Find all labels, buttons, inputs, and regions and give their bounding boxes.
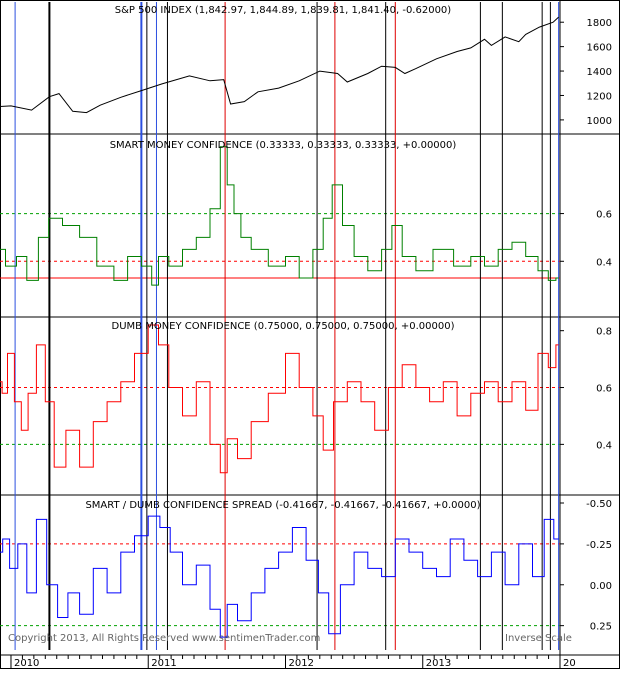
y-tick-label-0-3: 1600 (587, 43, 612, 54)
y-tick-label-2-2: 0.8 (596, 327, 612, 338)
vertical-signal-markers (14, 2, 560, 650)
y-tick-label-3-1: -0.25 (586, 540, 612, 551)
reference-lines (0, 213, 560, 627)
y-tick-label-0-2: 1400 (587, 67, 612, 78)
series-lines (0, 16, 559, 638)
x-year-label-2: 2012 (288, 658, 313, 669)
x-year-label-3: 2013 (426, 658, 451, 669)
series-line-spread (0, 515, 559, 638)
x-year-label-1: 2011 (151, 658, 176, 669)
panel-title-spread: SMART / DUMB CONFIDENCE SPREAD (-0.41667… (85, 500, 480, 511)
inverse-scale-note: Inverse Scale (505, 633, 572, 644)
y-tick-label-1-0: 0.4 (596, 257, 612, 268)
panel-title-dumb: DUMB MONEY CONFIDENCE (0.75000, 0.75000,… (112, 321, 455, 332)
x-axis: 2010 2011 2012 2013 20 (0, 654, 620, 669)
y-tick-label-0-1: 1200 (587, 91, 612, 102)
panel-title-spx: S&P 500 INDEX (1,842.97, 1,844.89, 1,839… (115, 5, 452, 16)
series-line-dumb (0, 324, 559, 474)
series-line-smart (0, 146, 559, 286)
copyright-text: Copyright 2013, All Rights Reserved www.… (8, 633, 320, 644)
panel-title-smart: SMART MONEY CONFIDENCE (0.33333, 0.33333… (110, 140, 457, 151)
x-year-label-4: 20 (563, 658, 576, 669)
y-tick-label-2-0: 0.4 (596, 440, 612, 451)
y-tick-label-1-1: 0.6 (596, 210, 612, 221)
y-tick-label-0-4: 1800 (587, 18, 612, 29)
y-tick-label-2-1: 0.6 (596, 384, 612, 395)
x-year-label-0: 2010 (14, 658, 39, 669)
y-tick-label-3-3: 0.25 (590, 622, 612, 633)
panel-titles: S&P 500 INDEX (1,842.97, 1,844.89, 1,839… (85, 5, 480, 511)
y-tick-label-3-2: 0.00 (590, 581, 612, 592)
y-tick-label-3-0: -0.50 (586, 499, 612, 510)
y-tick-labels: 1000 1200 1400 1600 1800 0.4 0.6 0.4 0.6 0.8 -0.50… (560, 18, 612, 633)
y-tick-label-0-0: 1000 (587, 116, 612, 127)
series-line-spx (0, 16, 559, 114)
